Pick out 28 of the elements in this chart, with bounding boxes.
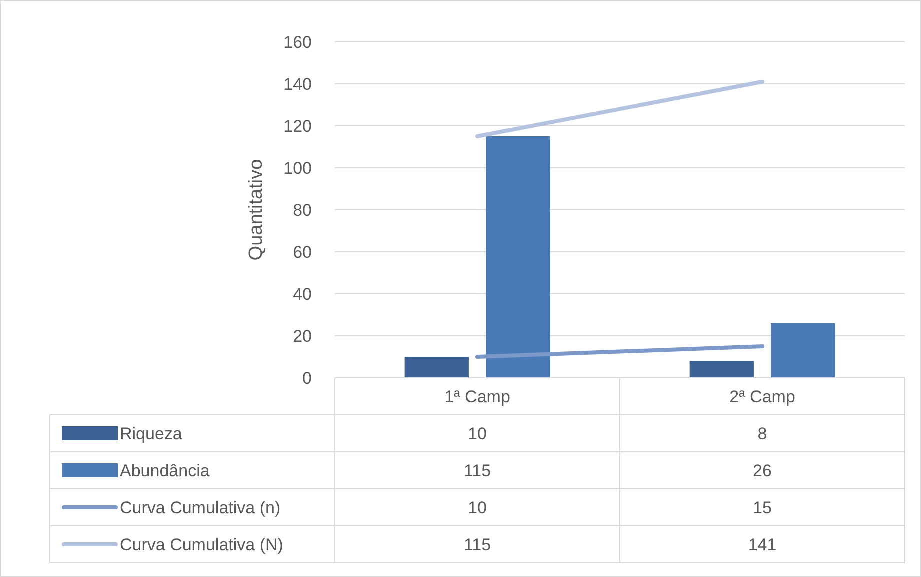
data-label: 26 xyxy=(753,461,772,480)
y-tick-label: 40 xyxy=(293,284,312,304)
legend-label: Curva Cumulativa (N) xyxy=(120,535,284,554)
bar xyxy=(486,136,550,378)
data-label: 10 xyxy=(468,498,487,518)
legend-label: Curva Cumulativa (n) xyxy=(120,498,281,518)
data-label: 10 xyxy=(468,424,487,444)
y-tick-label: 0 xyxy=(302,368,312,388)
y-tick-label: 80 xyxy=(293,200,312,220)
data-label: 141 xyxy=(748,535,777,554)
bar xyxy=(690,361,754,378)
y-tick-label: 100 xyxy=(284,158,312,178)
y-tick-label: 60 xyxy=(293,242,312,262)
y-tick-label: 120 xyxy=(284,116,312,136)
data-label: 8 xyxy=(758,424,768,444)
y-tick-label: 140 xyxy=(284,74,312,94)
x-tick-label: 2ª Camp xyxy=(730,387,796,406)
data-label: 15 xyxy=(753,498,772,518)
y-tick-label: 20 xyxy=(293,326,312,346)
y-tick-label: 160 xyxy=(284,32,312,52)
bar xyxy=(771,323,836,378)
legend-label: Riqueza xyxy=(120,424,183,444)
bar xyxy=(404,357,469,378)
y-axis-title: Quantitativo xyxy=(246,159,267,261)
data-label: 115 xyxy=(464,535,492,554)
legend-label: Abundância xyxy=(120,461,210,480)
data-label: 115 xyxy=(464,461,492,480)
x-tick-label: 1ª Camp xyxy=(444,387,510,406)
